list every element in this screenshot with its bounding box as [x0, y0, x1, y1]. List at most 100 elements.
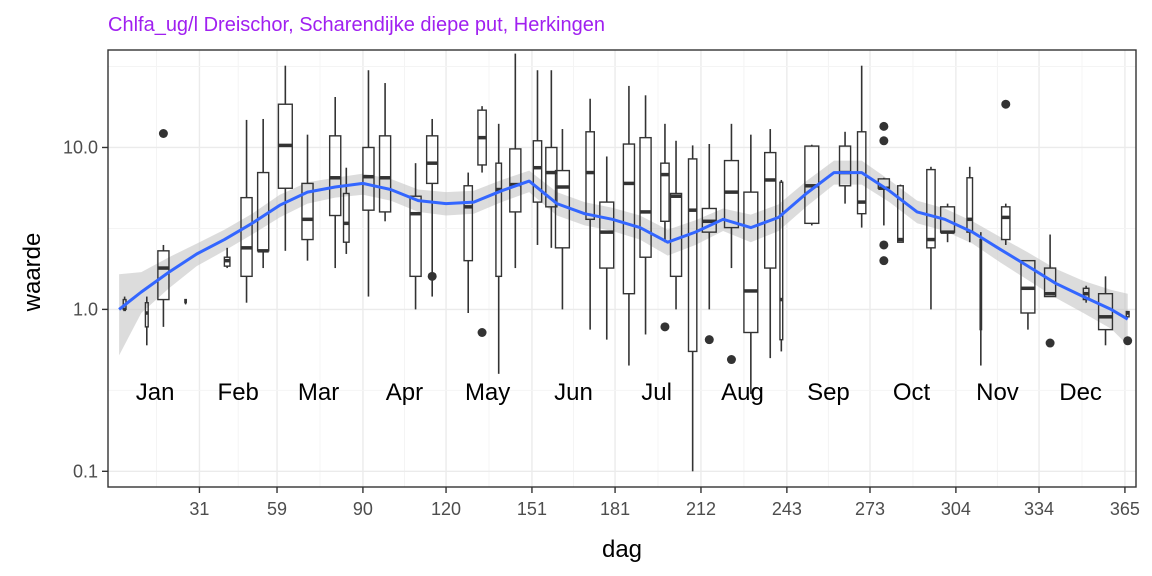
box-iqr [545, 146, 558, 208]
x-tick-label: 212 [686, 499, 716, 519]
box-iqr [157, 250, 170, 301]
boxplot-30 [723, 123, 740, 365]
box-iqr [1000, 206, 1011, 241]
boxplot-28 [687, 145, 698, 472]
outlier-point [726, 355, 736, 365]
x-tick-label: 59 [267, 499, 287, 519]
boxplot-39 [926, 166, 936, 310]
month-label-apr: Apr [386, 379, 423, 406]
box-iqr [301, 182, 314, 241]
box-iqr [495, 162, 503, 278]
boxplot-29 [701, 144, 717, 345]
boxplot-46 [1082, 285, 1090, 303]
chart-title: Chlfa_ug/l Dreischor, Scharendijke diepe… [108, 14, 605, 36]
panel-border [107, 49, 1137, 488]
boxplot-2 [157, 128, 170, 327]
month-label-jun: Jun [554, 379, 593, 406]
y-axis-title: waarde [19, 233, 46, 313]
y-tick-label: 1.0 [73, 299, 98, 319]
x-tick-label: 273 [855, 499, 885, 519]
boxplot-31 [743, 134, 759, 395]
box-iqr [764, 151, 777, 269]
outlier-point [1045, 338, 1055, 348]
box-iqr [144, 301, 149, 328]
outlier-point [879, 240, 889, 250]
x-tick-label: 304 [941, 499, 971, 519]
boxplot-23 [599, 156, 615, 340]
boxplot-16 [477, 106, 487, 337]
outlier-point [660, 322, 670, 332]
boxplot-27 [669, 140, 683, 310]
boxplot-13 [409, 163, 422, 310]
boxplot-32 [764, 129, 777, 359]
box-iqr [585, 131, 595, 221]
x-axis: 31 59 90 120 151 181 212 243 273 304 334 365 [189, 487, 1140, 519]
boxplot-12 [378, 83, 392, 222]
box-iqr [425, 135, 439, 185]
boxplot-48 [1123, 310, 1133, 346]
box-iqr [599, 201, 615, 269]
y-tick-label: 0.1 [73, 461, 98, 481]
box-iqr [328, 135, 342, 217]
boxplot-44 [1020, 259, 1036, 330]
x-tick-label: 181 [600, 499, 630, 519]
box-iqr [509, 148, 522, 213]
boxplot-1 [144, 296, 149, 346]
outlier-point [704, 335, 714, 345]
boxplot-38 [897, 184, 904, 243]
box-iqr [622, 143, 636, 295]
x-tick-label: 90 [353, 499, 373, 519]
y-axis: 0.1 1.0 10.0 [63, 137, 108, 481]
outlier-point [1001, 99, 1011, 109]
boxplot-17 [495, 123, 503, 374]
box-iqr [660, 162, 670, 223]
y-tick-label: 10.0 [63, 137, 98, 157]
box-iqr [409, 195, 422, 278]
boxplot-3 [184, 298, 187, 305]
outlier-point [879, 136, 889, 146]
boxplot-4 [223, 247, 231, 269]
boxplot-19 [532, 70, 543, 245]
boxplot-5 [240, 119, 253, 303]
month-label-dec: Dec [1059, 379, 1102, 406]
box-iqr [979, 238, 983, 331]
box-iqr [342, 192, 350, 243]
month-label-aug: Aug [721, 379, 764, 406]
box-iqr [687, 158, 698, 353]
boxplot-10 [342, 167, 350, 254]
panel-background [108, 50, 1136, 487]
x-tick-label: 243 [772, 499, 802, 519]
boxplot-11 [362, 70, 375, 297]
boxplot-8 [301, 134, 314, 261]
outlier-point [427, 271, 437, 281]
x-tick-label: 334 [1024, 499, 1054, 519]
month-label-may: May [465, 379, 510, 406]
month-label-jan: Jan [136, 379, 175, 406]
outlier-point [1123, 336, 1133, 346]
box-iqr [926, 168, 936, 249]
boxplot-22 [585, 98, 595, 330]
box-iqr [240, 196, 253, 278]
box-iqr [378, 135, 392, 213]
smooth-line [118, 171, 1129, 321]
box-iqr [669, 192, 683, 278]
x-tick-label: 31 [189, 499, 209, 519]
boxplot-7 [277, 65, 293, 251]
box-iqr [463, 185, 474, 262]
box-iqr [723, 159, 740, 229]
grid [108, 50, 1136, 487]
boxplot-9 [328, 97, 342, 269]
x-tick-label: 151 [517, 499, 547, 519]
month-label-mar: Mar [298, 379, 339, 406]
outlier-point [879, 256, 889, 266]
box-iqr [743, 191, 759, 334]
month-label-jul: Jul [641, 379, 672, 406]
x-tick-label: 120 [431, 499, 461, 519]
boxplot-42 [979, 232, 983, 366]
month-label-nov: Nov [976, 379, 1019, 406]
box-iqr [532, 140, 543, 203]
month-label-oct: Oct [893, 379, 931, 406]
box-iqr [779, 181, 784, 341]
x-axis-title: dag [602, 536, 642, 563]
